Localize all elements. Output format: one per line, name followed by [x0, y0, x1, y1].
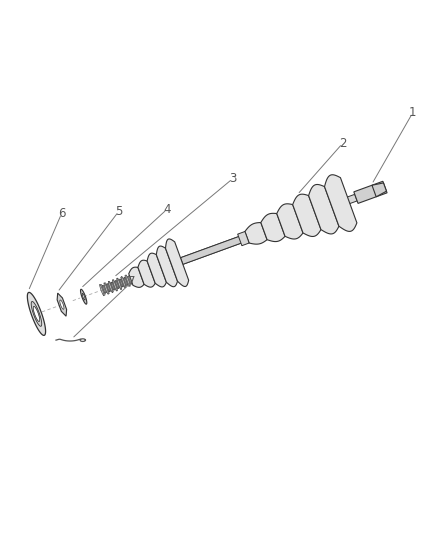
Polygon shape: [165, 239, 188, 287]
Polygon shape: [138, 260, 155, 287]
Polygon shape: [80, 289, 87, 304]
Polygon shape: [33, 306, 39, 321]
Polygon shape: [123, 278, 127, 286]
Polygon shape: [60, 300, 64, 309]
Polygon shape: [353, 181, 386, 204]
Text: 1: 1: [408, 107, 416, 119]
Polygon shape: [82, 293, 85, 300]
Polygon shape: [276, 204, 302, 239]
Polygon shape: [117, 278, 121, 289]
Polygon shape: [147, 253, 166, 287]
Polygon shape: [116, 278, 121, 289]
Polygon shape: [292, 194, 320, 237]
Polygon shape: [115, 280, 119, 288]
Polygon shape: [260, 213, 284, 241]
Polygon shape: [99, 284, 105, 295]
Text: 6: 6: [57, 207, 65, 220]
Polygon shape: [102, 285, 106, 293]
Polygon shape: [110, 282, 115, 290]
Polygon shape: [27, 293, 46, 335]
Text: 2: 2: [338, 137, 346, 150]
Polygon shape: [125, 275, 130, 286]
Polygon shape: [31, 302, 42, 326]
Polygon shape: [115, 280, 118, 289]
Polygon shape: [180, 234, 247, 264]
Polygon shape: [237, 231, 248, 246]
Polygon shape: [104, 282, 109, 294]
Text: 3: 3: [229, 172, 236, 185]
Polygon shape: [244, 222, 266, 244]
Polygon shape: [128, 276, 131, 284]
Text: 5: 5: [115, 205, 122, 218]
Polygon shape: [57, 293, 67, 316]
Polygon shape: [120, 279, 123, 287]
Polygon shape: [371, 183, 385, 197]
Polygon shape: [100, 195, 357, 293]
Polygon shape: [108, 281, 113, 293]
Polygon shape: [128, 267, 144, 287]
Polygon shape: [308, 184, 338, 234]
Polygon shape: [324, 175, 356, 231]
Polygon shape: [113, 280, 117, 291]
Text: 7: 7: [127, 276, 135, 288]
Polygon shape: [124, 277, 127, 286]
Polygon shape: [124, 275, 130, 286]
Polygon shape: [112, 280, 117, 291]
Polygon shape: [106, 284, 110, 292]
Polygon shape: [156, 246, 177, 287]
Polygon shape: [102, 285, 106, 294]
Polygon shape: [127, 276, 131, 284]
Polygon shape: [121, 277, 126, 288]
Polygon shape: [106, 284, 110, 292]
Polygon shape: [120, 277, 126, 288]
Polygon shape: [111, 282, 114, 290]
Polygon shape: [104, 283, 108, 294]
Polygon shape: [119, 279, 123, 287]
Polygon shape: [99, 285, 104, 296]
Polygon shape: [108, 281, 113, 293]
Text: 4: 4: [162, 203, 170, 216]
Polygon shape: [33, 306, 39, 321]
